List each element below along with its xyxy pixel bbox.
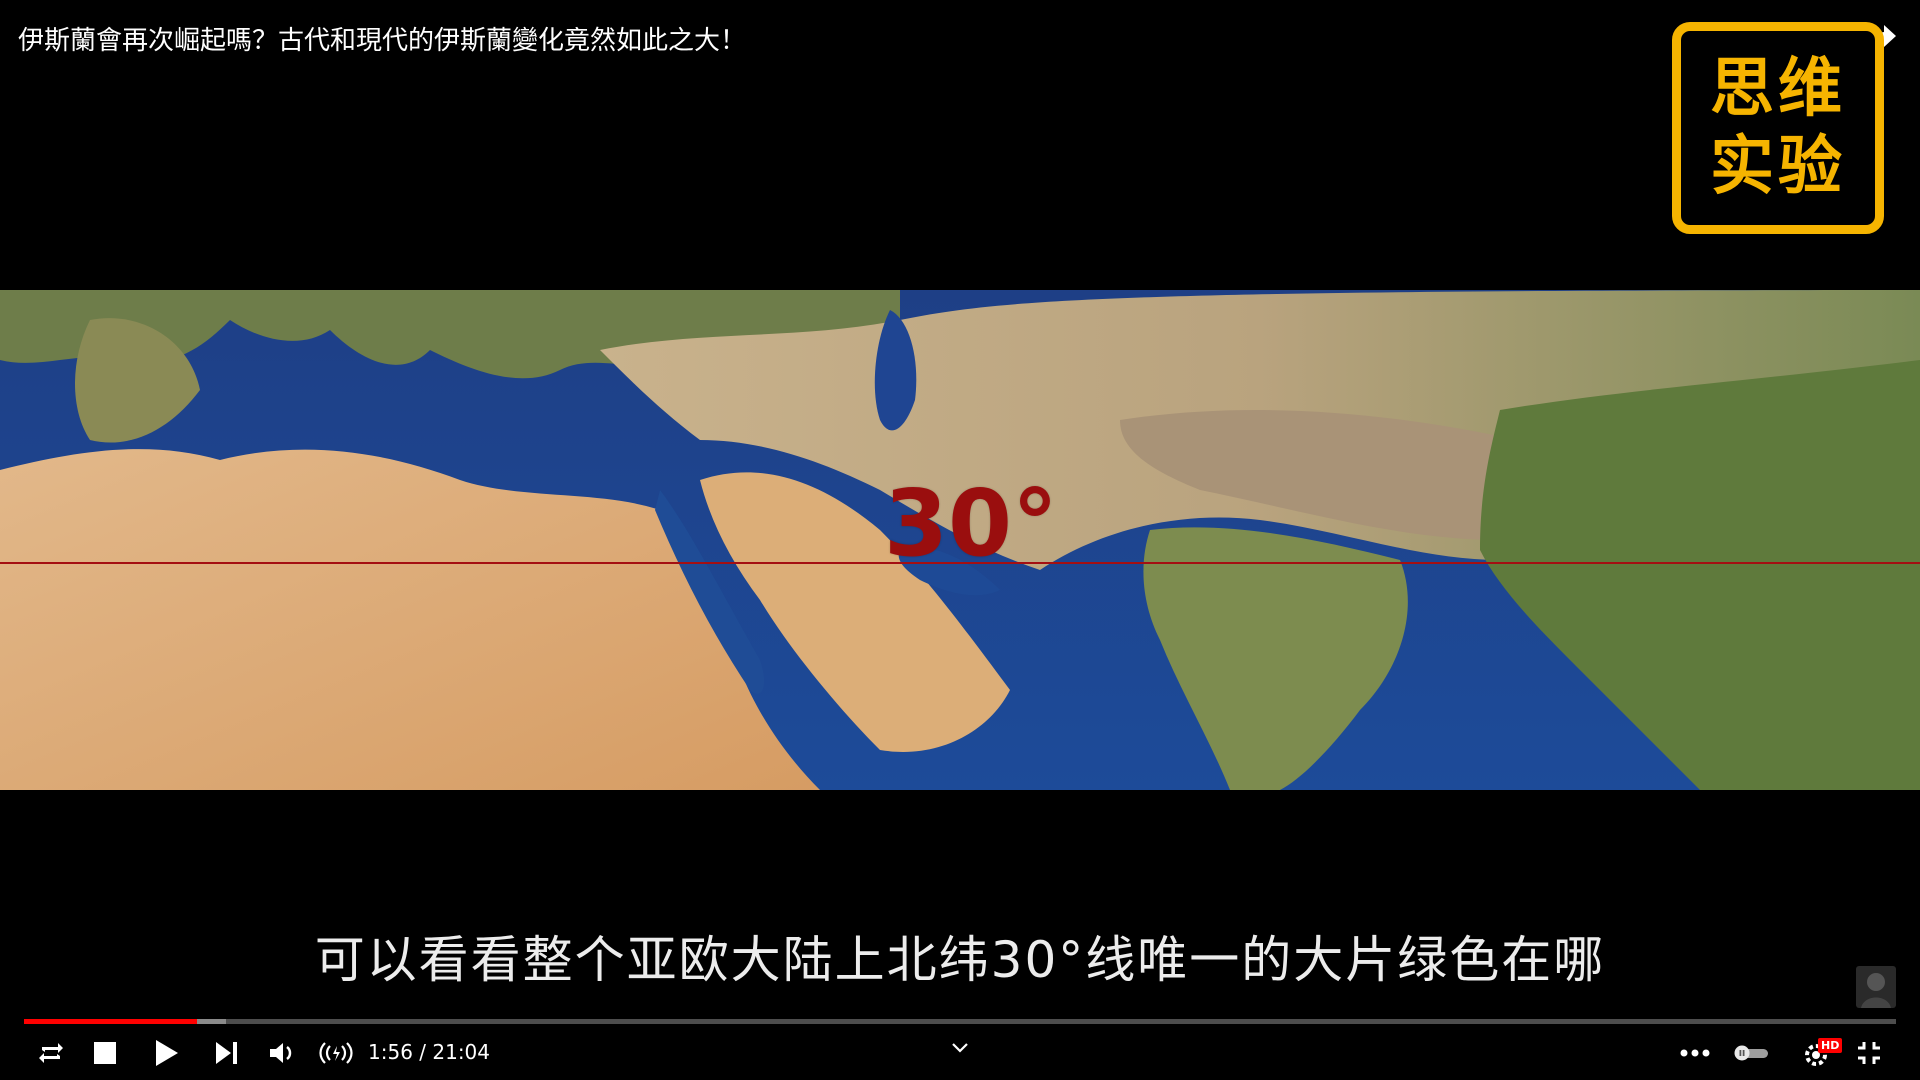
play-icon[interactable] (150, 1036, 184, 1070)
creator-avatar[interactable] (1856, 966, 1896, 1008)
autoplay-toggle-icon[interactable] (1732, 1036, 1772, 1070)
next-icon[interactable] (210, 1036, 244, 1070)
more-dots-icon[interactable] (1678, 1036, 1712, 1070)
stop-icon[interactable] (88, 1036, 122, 1070)
logo-line1: 思维 (1710, 52, 1846, 126)
progress-bar[interactable] (24, 1019, 1896, 1024)
loop-icon[interactable] (34, 1036, 68, 1070)
broadcast-icon[interactable] (316, 1036, 356, 1070)
chevron-down-icon[interactable] (950, 1040, 970, 1059)
gear-icon[interactable]: HD (1796, 1036, 1843, 1070)
latitude-label: 30° (884, 470, 1059, 577)
time-display: 1:56 / 21:04 (368, 1040, 491, 1064)
player-controls: HD (0, 1036, 1920, 1070)
logo-line2: 实验 (1710, 130, 1846, 204)
video-subtitle: 可以看看整个亚欧大陆上北纬30°线唯一的大片绿色在哪 (314, 931, 1606, 989)
channel-logo: 思维 实验 (1672, 22, 1884, 234)
hd-badge: HD (1818, 1038, 1843, 1053)
satellite-map (0, 290, 1920, 790)
video-frame-map[interactable] (0, 290, 1920, 790)
video-title: 伊斯蘭會再次崛起嗎？古代和現代的伊斯蘭變化竟然如此之大！ (18, 26, 747, 56)
volume-icon[interactable] (266, 1036, 300, 1070)
progress-played (24, 1019, 198, 1024)
latitude-30-line (0, 562, 1920, 564)
exit-fullscreen-icon[interactable] (1852, 1036, 1886, 1070)
